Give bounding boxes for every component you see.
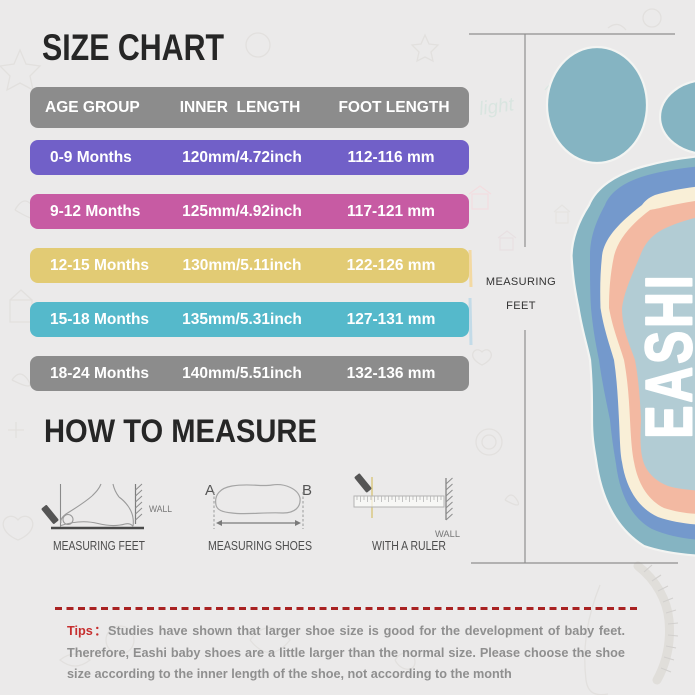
svg-text:WITH A RULER: WITH A RULER xyxy=(372,539,446,553)
svg-text:MEASURING FEET: MEASURING FEET xyxy=(53,539,145,553)
svg-text:A: A xyxy=(205,482,215,499)
svg-text:MEASURING SHOES: MEASURING SHOES xyxy=(208,539,312,553)
svg-text:EASHI: EASHI xyxy=(633,272,695,438)
svg-text:WALL: WALL xyxy=(149,504,172,514)
svg-text:WALL: WALL xyxy=(435,529,460,539)
svg-text:light: light xyxy=(478,94,516,120)
svg-text:B: B xyxy=(302,482,312,499)
